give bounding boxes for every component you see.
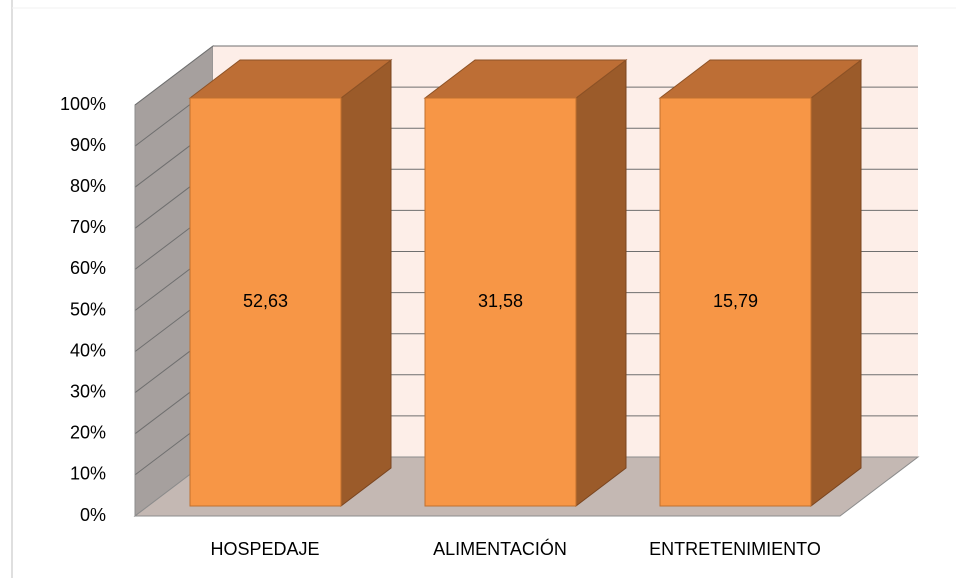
y-tick-label: 40% xyxy=(70,340,106,360)
y-tick-label: 20% xyxy=(70,423,106,443)
y-tick-label: 10% xyxy=(70,464,106,484)
x-tick-label: ENTRETENIMIENTO xyxy=(649,539,821,559)
bar xyxy=(189,97,342,507)
bar-side xyxy=(810,58,862,508)
data-label: 31,58 xyxy=(478,291,523,311)
y-tick-label: 80% xyxy=(70,176,106,196)
bar-side xyxy=(340,58,392,508)
bar-side xyxy=(575,58,627,508)
data-label: 52,63 xyxy=(243,291,288,311)
data-label: 15,79 xyxy=(713,291,758,311)
x-tick-label: HOSPEDAJE xyxy=(210,539,319,559)
y-tick-label: 60% xyxy=(70,258,106,278)
x-tick-label: ALIMENTACIÓN xyxy=(433,538,567,559)
grid-line xyxy=(134,45,214,106)
y-tick-label: 70% xyxy=(70,217,106,237)
y-tick-label: 90% xyxy=(70,135,106,155)
y-tick-label: 30% xyxy=(70,381,106,401)
y-tick-label: 0% xyxy=(80,505,106,525)
y-tick-label: 100% xyxy=(60,94,106,114)
y-tick-label: 50% xyxy=(70,299,106,319)
bar xyxy=(424,97,577,507)
bar xyxy=(659,97,812,507)
